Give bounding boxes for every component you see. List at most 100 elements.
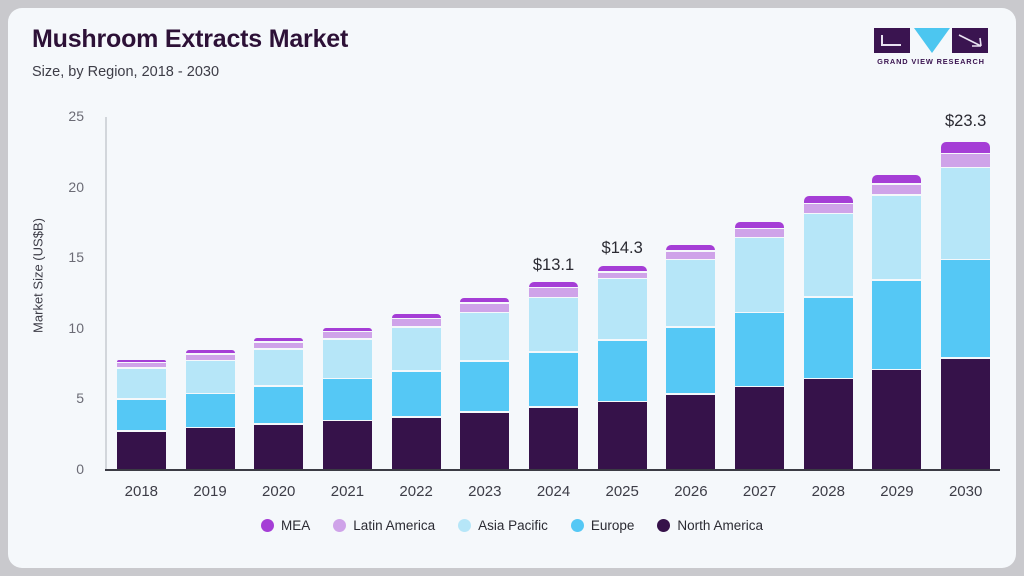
bar-segment-asia-pacific[interactable] [322,339,372,378]
bar-segment-north-america[interactable] [116,431,166,469]
bar-segment-mea[interactable] [116,359,166,362]
bar-segment-asia-pacific[interactable] [460,313,510,361]
bar-segment-latin-america[interactable] [735,229,785,237]
bar-segment-north-america[interactable] [391,417,441,469]
bar-group[interactable]: $14.3 [597,239,647,469]
bar-segment-latin-america[interactable] [391,319,441,327]
bar-segment-asia-pacific[interactable] [529,298,578,352]
bar-group[interactable] [116,359,166,469]
bar-segment-asia-pacific[interactable] [941,168,991,259]
bar-segment-asia-pacific[interactable] [666,260,716,327]
logo-box-right-icon [952,28,988,53]
bar-segment-latin-america[interactable] [185,354,235,360]
x-axis-tick-label: 2026 [674,483,708,500]
bar-segment-mea[interactable] [254,338,304,342]
bar-segment-asia-pacific[interactable] [803,214,853,297]
bar-segment-latin-america[interactable] [872,184,922,195]
bar-segment-mea[interactable] [803,195,853,203]
logo-wordmark: GRAND VIEW RESEARCH [877,57,985,66]
bar-segment-north-america[interactable] [460,412,510,469]
bar-segment-north-america[interactable] [597,402,647,469]
bar-segment-mea[interactable] [391,314,441,318]
bar-segment-europe[interactable] [529,352,578,407]
bar-segment-latin-america[interactable] [116,363,166,368]
bar-segment-europe[interactable] [391,371,441,417]
bar-segment-latin-america[interactable] [460,303,510,312]
bar-segment-mea[interactable] [460,298,510,303]
x-axis-tick-label: 2029 [880,483,914,500]
bar-group[interactable] [254,337,304,469]
bar-segment-europe[interactable] [322,379,372,420]
bar-segment-asia-pacific[interactable] [597,279,647,340]
legend-label: Latin America [353,518,436,533]
bar-segment-mea[interactable] [666,244,716,251]
bar-segment-mea[interactable] [322,327,372,331]
legend-item-mea[interactable]: MEA [261,518,310,533]
bar-segment-mea[interactable] [941,141,991,153]
bar-segment-europe[interactable] [116,399,166,431]
bar-segment-north-america[interactable] [254,424,304,469]
bar-segment-europe[interactable] [597,340,647,401]
bar-group[interactable] [872,174,922,469]
bar-group[interactable] [666,243,716,469]
bar-group[interactable] [460,297,510,469]
page-title: Mushroom Extracts Market [32,25,349,53]
bar-segment-north-america[interactable] [529,407,578,469]
bar-value-label: $23.3 [944,112,987,131]
bar-segment-europe[interactable] [941,260,991,358]
bar-group[interactable] [391,313,441,469]
bar-segment-europe[interactable] [872,280,922,369]
legend-swatch-icon [570,519,584,532]
bar-group[interactable]: $23.3 [941,112,991,469]
bar-segment-asia-pacific[interactable] [116,368,166,399]
bar-segment-mea[interactable] [529,282,578,287]
x-axis-tick-label: 2018 [124,483,159,500]
bar-group[interactable] [803,194,853,469]
bar-segment-asia-pacific[interactable] [254,349,304,385]
bar-segment-asia-pacific[interactable] [735,238,785,312]
bar-segment-latin-america[interactable] [941,154,991,167]
bar-segment-north-america[interactable] [735,387,785,469]
bar-segment-europe[interactable] [185,394,235,427]
legend-item-latin-america[interactable]: Latin America [333,518,435,533]
x-axis-tick-label: 2030 [948,483,983,500]
bar-segment-latin-america[interactable] [322,332,372,339]
legend-label: Asia Pacific [478,518,548,533]
bar-segment-asia-pacific[interactable] [872,195,922,280]
bar-segment-north-america[interactable] [666,394,716,469]
bar-segment-latin-america[interactable] [597,272,647,278]
bar-group[interactable]: $13.1 [529,256,578,469]
bar-segment-mea[interactable] [872,175,922,184]
legend-item-north-america[interactable]: North America [657,518,763,533]
x-axis-tick-label: 2022 [399,483,433,500]
bar-segment-mea[interactable] [735,222,785,228]
bar-segment-europe[interactable] [735,313,785,386]
bar-value-label: $14.3 [601,239,643,258]
bar-segment-latin-america[interactable] [803,204,853,213]
bar-segment-asia-pacific[interactable] [391,327,441,371]
bar-segment-asia-pacific[interactable] [185,361,235,393]
bar-group[interactable] [185,349,235,469]
logo-box-left-icon [874,28,910,53]
bar-segment-europe[interactable] [666,327,716,394]
bar-segment-europe[interactable] [254,386,304,424]
bar-segment-north-america[interactable] [322,421,372,469]
legend-item-europe[interactable]: Europe [570,518,634,533]
bar-group[interactable] [735,221,785,469]
bar-segment-latin-america[interactable] [254,342,304,349]
bar-value-label: $13.1 [532,256,575,275]
bar-segment-north-america[interactable] [872,370,922,469]
bar-segment-north-america[interactable] [941,358,991,469]
x-axis-tick-label: 2027 [742,483,777,500]
legend-swatch-icon [458,519,472,532]
bar-segment-mea[interactable] [597,266,647,272]
bar-segment-north-america[interactable] [185,428,235,469]
bar-segment-mea[interactable] [185,350,235,354]
bar-segment-europe[interactable] [460,361,510,412]
legend-item-asia-pacific[interactable]: Asia Pacific [458,518,548,533]
bar-segment-europe[interactable] [803,297,853,378]
bar-group[interactable] [322,326,372,469]
bar-segment-north-america[interactable] [803,379,853,469]
bar-segment-latin-america[interactable] [529,288,578,297]
bar-segment-latin-america[interactable] [666,251,716,259]
